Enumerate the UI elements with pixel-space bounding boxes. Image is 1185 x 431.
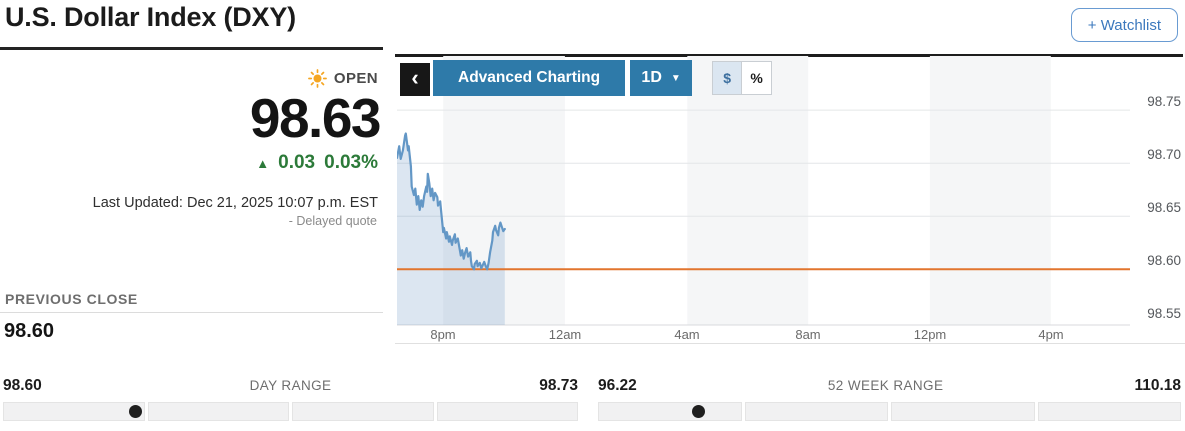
add-watchlist-button[interactable]: + Watchlist [1070, 8, 1178, 42]
percent-toggle-button[interactable]: % [742, 62, 772, 94]
x-tick-label: 4pm [1038, 327, 1064, 342]
day-range-low: 98.60 [3, 377, 42, 394]
intraday-chart[interactable] [397, 56, 1130, 327]
day-range-high: 98.73 [539, 377, 578, 394]
market-status: OPEN [307, 69, 378, 88]
title-underline [0, 47, 383, 50]
day-range-label: DAY RANGE [249, 378, 332, 393]
day-range-bar [3, 402, 578, 421]
chart-top-border [395, 54, 1183, 57]
week52-range-bar [598, 402, 1181, 421]
timeframe-value: 1D [641, 69, 662, 86]
week52-range-high: 110.18 [1134, 377, 1181, 394]
x-tick-label: 4am [674, 327, 700, 342]
market-status-label: OPEN [333, 70, 378, 87]
timeframe-dropdown[interactable]: 1D ▼ [630, 60, 693, 96]
collapse-chart-button[interactable]: ‹ [400, 63, 430, 96]
last-price: 98.63 [249, 87, 382, 149]
last-updated: Last Updated: Dec 21, 2025 10:07 p.m. ES… [92, 195, 378, 211]
change-percent: 0.03% [324, 152, 378, 173]
chart-bottom-border [395, 343, 1185, 344]
y-tick-label: 98.70 [1147, 147, 1181, 162]
x-tick-label: 12am [548, 327, 582, 342]
sun-icon [307, 69, 327, 88]
week52-range-low: 96.22 [598, 377, 637, 394]
chart-panel: 98.75 98.70 98.65 98.60 98.55 8pm 12am 4am 8am 1… [395, 54, 1185, 346]
previous-close-divider [0, 312, 383, 313]
y-tick-label: 98.75 [1147, 94, 1181, 109]
dollar-toggle-button[interactable]: $ [713, 62, 743, 94]
chart-toolbar: ‹ Advanced Charting 1D ▼ $ % [400, 60, 773, 96]
quote-panel: OPEN 98.63 ▲ 0.03 0.03% Last Updated: De… [0, 0, 383, 360]
x-axis: 8pm 12am 4am 8am 12pm 4pm [397, 327, 1130, 343]
x-tick-label: 12pm [913, 327, 947, 342]
delayed-quote-note: - Delayed quote [288, 214, 377, 228]
up-arrow-icon: ▲ [256, 155, 270, 171]
week52-range-label: 52 WEEK RANGE [827, 378, 944, 393]
x-tick-label: 8pm [430, 327, 456, 342]
chevron-down-icon: ▼ [670, 72, 681, 84]
page-title: U.S. Dollar Index (DXY) [5, 2, 296, 32]
y-tick-label: 98.65 [1147, 200, 1181, 215]
previous-close-value: 98.60 [4, 320, 55, 342]
week52-range-marker [691, 405, 705, 418]
week52-range-section: 96.22 52 WEEK RANGE 110.18 [598, 377, 1181, 421]
change-value: 0.03 [278, 152, 316, 173]
day-range-section: 98.60 DAY RANGE 98.73 [3, 377, 578, 421]
day-range-marker [128, 405, 142, 418]
advanced-charting-button[interactable]: Advanced Charting [433, 60, 626, 96]
y-axis: 98.75 98.70 98.65 98.60 98.55 [1139, 54, 1181, 334]
previous-close-label: PREVIOUS CLOSE [5, 291, 138, 307]
chevron-left-icon: ‹ [411, 64, 419, 90]
y-tick-label: 98.60 [1147, 253, 1181, 268]
y-tick-label: 98.55 [1147, 306, 1181, 321]
x-tick-label: 8am [795, 327, 821, 342]
price-change: ▲ 0.03 0.03% [256, 152, 378, 174]
price-percent-toggle: $ % [712, 61, 773, 95]
